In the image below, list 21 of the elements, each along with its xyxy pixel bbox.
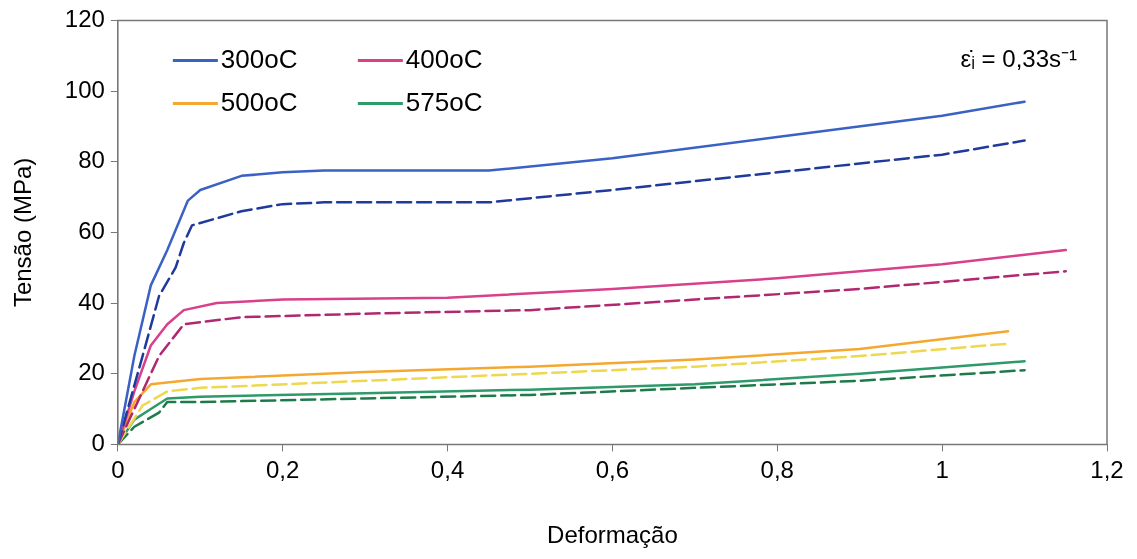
x-tick-label: 0,6	[595, 456, 630, 484]
x-tick-label: 0,8	[760, 456, 794, 484]
x-tick-label: 0,4	[430, 456, 465, 484]
y-tick-label: 20	[78, 358, 105, 386]
x-tick-label: 0	[111, 456, 125, 484]
y-tick-label: 120	[64, 5, 105, 33]
legend-label: 575oC	[405, 86, 483, 117]
legend-label: 400oC	[405, 43, 483, 74]
y-tick-label: 100	[64, 75, 105, 103]
y-tick-label: 40	[78, 287, 105, 315]
x-tick-label: 1	[935, 456, 949, 484]
legend-label: 300oC	[220, 43, 298, 74]
x-tick-label: 1,2	[1090, 456, 1124, 484]
x-tick-label: 0,2	[266, 456, 300, 484]
y-tick-label: 0	[91, 429, 105, 457]
y-axis-title: Tensão (MPa)	[9, 157, 37, 308]
y-tick-label: 80	[78, 146, 105, 174]
y-tick-label: 60	[78, 217, 105, 245]
x-axis-title: Deformação	[547, 521, 678, 549]
annotation: ε̇ᵢ = 0,33s⁻¹	[960, 45, 1077, 73]
legend-label: 500oC	[220, 86, 298, 117]
